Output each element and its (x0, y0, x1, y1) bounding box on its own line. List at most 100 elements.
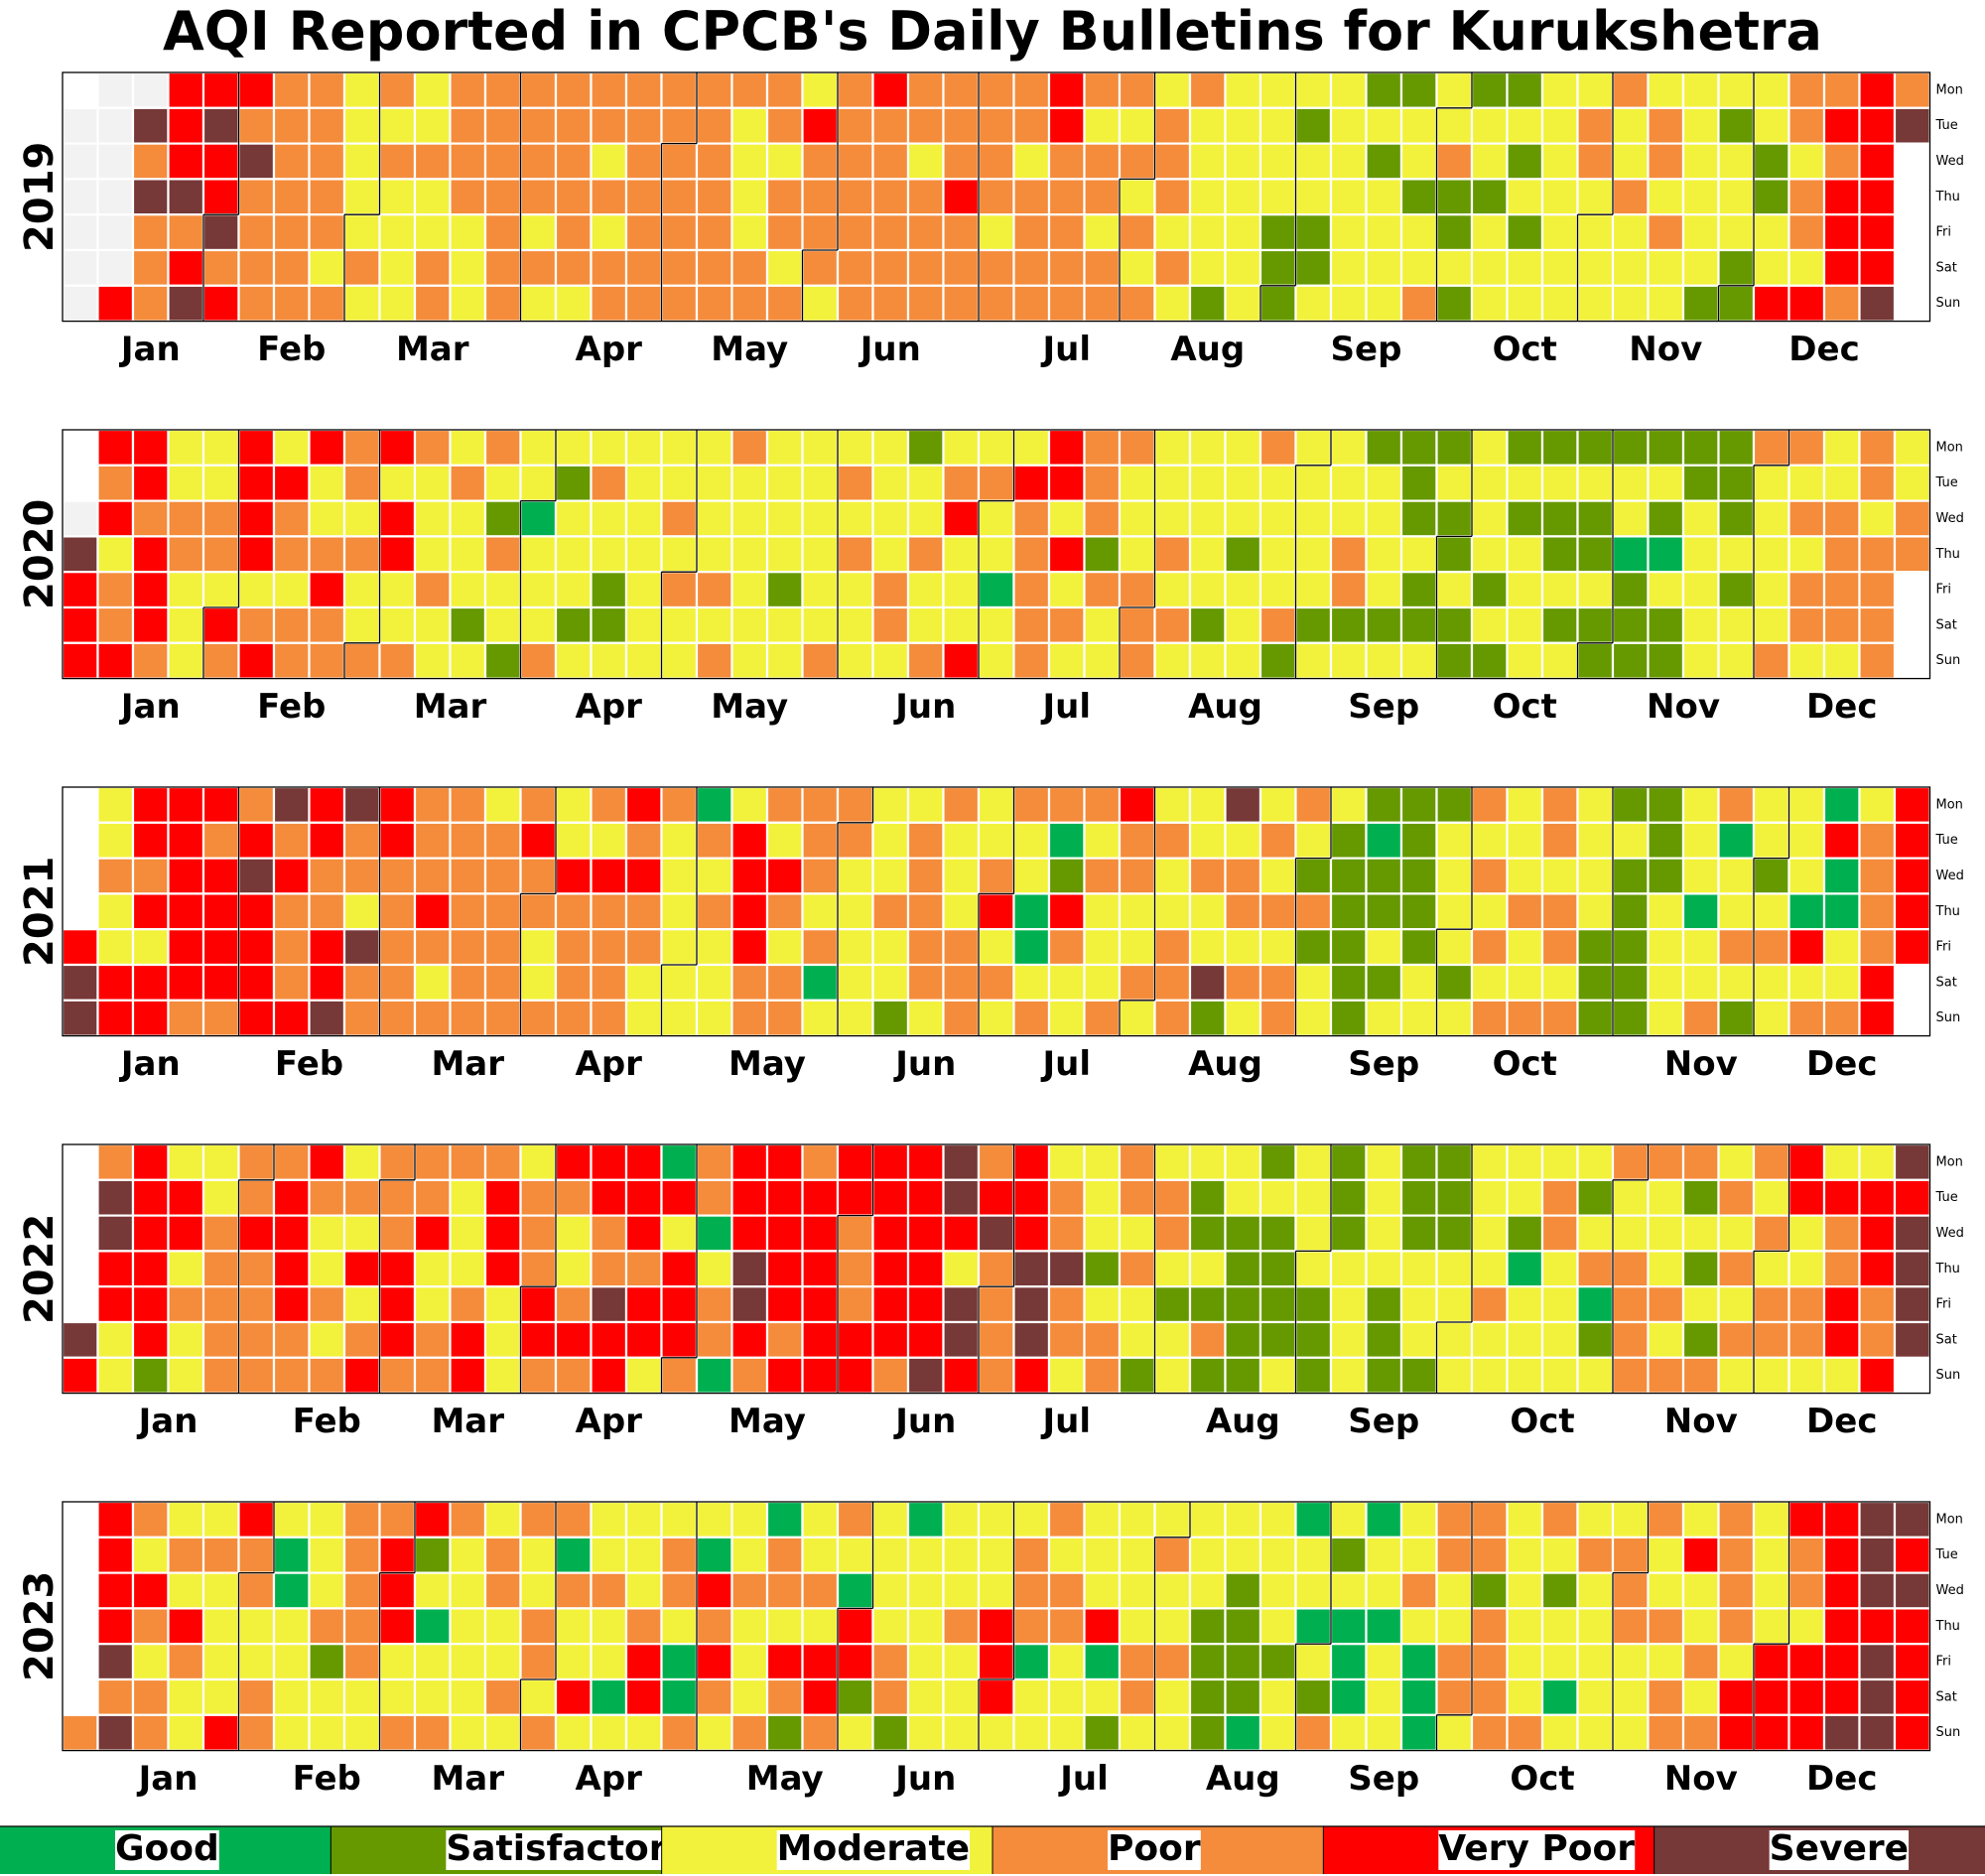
day-cell (554, 1677, 593, 1716)
day-cell (1576, 248, 1615, 287)
day-cell (977, 70, 1015, 109)
day-cell (1153, 605, 1192, 644)
day-cell (1399, 785, 1438, 824)
day-cell (61, 178, 99, 216)
day-cell (695, 857, 733, 895)
day-cell (1012, 499, 1051, 538)
day-cell (1540, 1607, 1579, 1646)
day-cell (871, 1536, 910, 1574)
day-cell (308, 1285, 346, 1324)
day-cell (308, 785, 346, 824)
day-cell (1047, 571, 1086, 609)
day-cell (1752, 1607, 1790, 1646)
day-cell (1188, 499, 1227, 538)
day-cell (1787, 571, 1826, 609)
day-cell (871, 785, 910, 824)
day-cell (1224, 963, 1262, 1002)
day-cell (449, 1536, 487, 1574)
day-cell (96, 1607, 135, 1646)
day-cell (201, 1713, 240, 1752)
day-cell (1224, 178, 1262, 216)
day-cell (871, 641, 910, 680)
legend-label: Good (115, 1828, 219, 1869)
day-cell (413, 892, 452, 931)
day-cell (1611, 464, 1650, 502)
day-cell (942, 857, 981, 895)
day-cell (308, 857, 346, 895)
day-cell (201, 284, 240, 323)
day-cell (237, 999, 276, 1037)
day-cell (765, 1356, 804, 1395)
day-cell (554, 1571, 593, 1610)
day-cell (272, 464, 311, 502)
month-label: Nov (1647, 687, 1720, 727)
day-cell (378, 106, 417, 145)
day-cell (1611, 1607, 1650, 1646)
day-cell (1858, 1607, 1897, 1646)
day-cell (1858, 1250, 1897, 1288)
day-cell (554, 464, 593, 502)
day-cell (1787, 641, 1826, 680)
day-cell (378, 284, 417, 323)
day-cell (554, 1356, 593, 1395)
day-cell (449, 178, 487, 216)
day-cell (1681, 213, 1720, 252)
month-label: Feb (257, 687, 326, 727)
day-cell (308, 963, 346, 1002)
day-cell (519, 1571, 558, 1610)
day-cell (1258, 248, 1297, 287)
day-cell (201, 999, 240, 1037)
day-cell (1329, 1536, 1368, 1574)
day-cell (1047, 70, 1086, 109)
day-cell (906, 535, 945, 574)
day-cell (590, 213, 628, 252)
day-cell (871, 1285, 910, 1324)
day-cell (1153, 785, 1192, 824)
day-cell (201, 571, 240, 609)
day-cell (1435, 248, 1474, 287)
day-cell (167, 928, 205, 967)
day-cell (237, 535, 276, 574)
day-cell (1647, 106, 1685, 145)
day-cell (1118, 178, 1156, 216)
month-label: Jul (1058, 1759, 1109, 1799)
day-cell (801, 857, 840, 895)
day-cell (1506, 1214, 1544, 1253)
day-cell (1083, 605, 1122, 644)
day-cell (61, 499, 99, 538)
day-cell (1506, 571, 1544, 609)
day-cell (765, 571, 804, 609)
day-cell (977, 571, 1015, 609)
day-cell (1681, 785, 1720, 824)
day-cell (342, 1713, 381, 1752)
day-cell (1047, 857, 1086, 895)
day-cell (1506, 1500, 1544, 1539)
day-cell (1611, 1713, 1650, 1752)
day-cell (1012, 1356, 1051, 1395)
day-cell (1506, 641, 1544, 680)
day-cell (308, 464, 346, 502)
day-cell (449, 1607, 487, 1646)
day-cell (1329, 571, 1368, 609)
day-cell (378, 1320, 417, 1359)
day-cell (1329, 106, 1368, 145)
day-cell (1047, 605, 1086, 644)
day-cell (977, 1178, 1015, 1217)
day-cell (272, 605, 311, 644)
day-cell (1576, 106, 1615, 145)
day-cell (1540, 821, 1579, 860)
day-cell (1470, 248, 1509, 287)
day-cell (201, 499, 240, 538)
day-cell (977, 892, 1015, 931)
day-cell (554, 785, 593, 824)
day-cell (378, 1643, 417, 1681)
day-cell (1611, 178, 1650, 216)
day-cell (1435, 142, 1474, 181)
day-cell (730, 464, 769, 502)
day-cell (554, 1643, 593, 1681)
day-cell (1012, 1214, 1051, 1253)
day-cell (660, 892, 699, 931)
day-cell (871, 499, 910, 538)
day-cell (1822, 142, 1861, 181)
day-cell (1294, 1536, 1333, 1574)
